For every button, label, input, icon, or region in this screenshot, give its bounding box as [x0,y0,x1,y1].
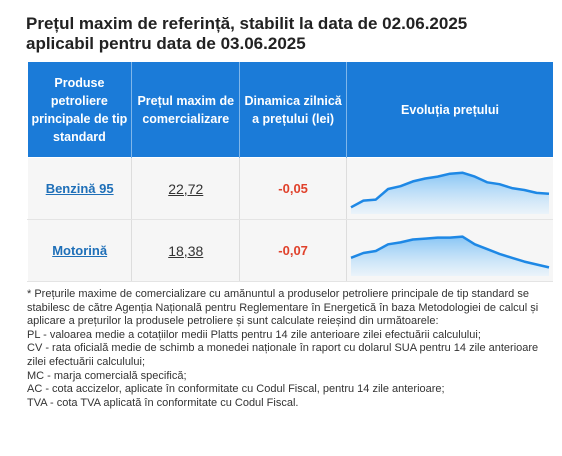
chart-cell [346,157,553,220]
change: -0,05 [278,181,308,196]
product-link[interactable]: Benzină 95 [45,181,114,196]
chart-cell [346,219,553,282]
footnote: TVA - cota TVA aplicată în conformitate … [27,396,299,409]
footnotes: * Prețurile maxime de comercializare cu … [27,288,547,410]
table-row: Motorină 18,38 -0,07 [26,219,553,282]
footnote: CV - rata oficială medie de schimb a mon… [27,342,539,368]
footnote: AC - cota accizelor, aplicate în conform… [27,383,445,396]
sparkline-line [350,171,550,209]
product-cell: Benzină 95 [26,157,133,220]
sparkline-line [350,235,550,269]
header-cell: Dinamica zilnică a prețului (lei) [239,62,347,158]
table-row: Benzină 95 22,72 -0,05 [26,157,553,220]
sparkline [350,171,550,214]
footnote: PL - valoarea medie a cotațiilor medii P… [27,328,481,341]
header-cell: Produse petroliere principale de tip sta… [27,62,133,158]
container: Prețul maxim de referință, stabilit la d… [26,14,553,410]
footnote: * Prețurile maxime de comercializare cu … [27,288,539,328]
product-link[interactable]: Motorină [52,243,108,258]
change-cell: -0,07 [239,219,347,282]
price: 22,72 [168,180,204,197]
header-cell: Evoluția prețului [346,62,553,158]
change-cell: -0,05 [239,157,347,220]
header-cell: Prețul maxim de comercializare [131,62,241,158]
sparkline-area [351,172,549,214]
change: -0,07 [278,243,308,258]
product-cell: Motorină [26,219,133,282]
title-line: Prețul maxim de referință, stabilit la d… [26,14,468,33]
sparkline-area [351,236,549,276]
title: Prețul maxim de referință, stabilit la d… [26,14,552,54]
price-table: Produse petroliere principale de tip sta… [26,62,553,282]
footnote: MC - marja comercială specifică; [27,369,187,382]
sparkline [350,235,550,276]
price: 18,38 [168,242,204,259]
price-cell: 18,38 [131,219,241,282]
price-cell: 22,72 [131,157,241,220]
title-line: aplicabil pentru data de 03.06.2025 [26,34,306,53]
